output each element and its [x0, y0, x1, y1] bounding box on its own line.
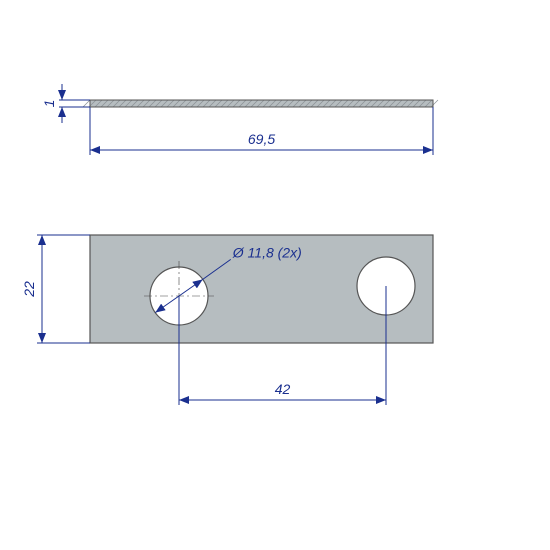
dim-label: 22 [21, 281, 37, 298]
hole-callout: Ø 11,8 (2x) [232, 244, 302, 260]
engineering-drawing: 1 69,5 Ø 11,8 (2x) 22 42 [0, 0, 550, 550]
dim-hole-spacing: 42 [275, 381, 291, 397]
dim-label: 69,5 [248, 131, 275, 147]
side-view [83, 100, 438, 107]
dim-thickness: 1 [41, 100, 57, 108]
